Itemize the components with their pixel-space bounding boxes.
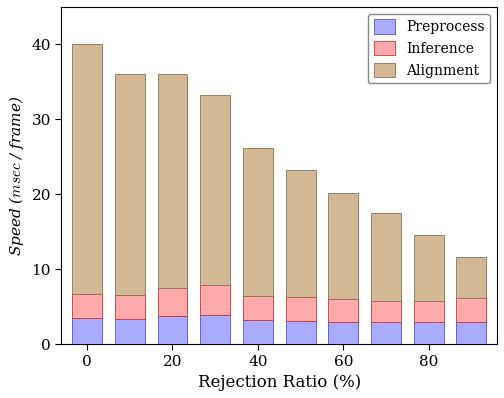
Bar xyxy=(158,74,187,288)
Bar xyxy=(286,297,316,321)
Bar xyxy=(72,294,102,318)
Bar xyxy=(414,236,444,300)
Bar xyxy=(371,322,401,344)
Bar xyxy=(72,45,102,294)
Bar xyxy=(200,315,230,344)
Bar xyxy=(243,148,273,296)
Bar xyxy=(457,322,486,344)
X-axis label: Rejection Ratio (%): Rejection Ratio (%) xyxy=(198,374,361,391)
Y-axis label: Speed ($msec$ / frame): Speed ($msec$ / frame) xyxy=(7,95,26,256)
Legend: Preprocess, Inference, Alignment: Preprocess, Inference, Alignment xyxy=(368,14,490,83)
Bar xyxy=(158,316,187,344)
Bar xyxy=(371,300,401,322)
Bar xyxy=(286,170,316,297)
Bar xyxy=(243,320,273,344)
Bar xyxy=(72,318,102,344)
Bar xyxy=(328,322,358,344)
Bar xyxy=(115,74,145,295)
Bar xyxy=(115,295,145,319)
Bar xyxy=(328,193,358,299)
Bar xyxy=(371,213,401,300)
Bar xyxy=(243,296,273,320)
Bar xyxy=(457,257,486,298)
Bar xyxy=(158,288,187,316)
Bar xyxy=(200,95,230,285)
Bar xyxy=(115,319,145,344)
Bar xyxy=(457,298,486,322)
Bar xyxy=(328,299,358,322)
Bar xyxy=(286,321,316,344)
Bar xyxy=(414,300,444,322)
Bar xyxy=(200,285,230,315)
Bar xyxy=(414,322,444,344)
